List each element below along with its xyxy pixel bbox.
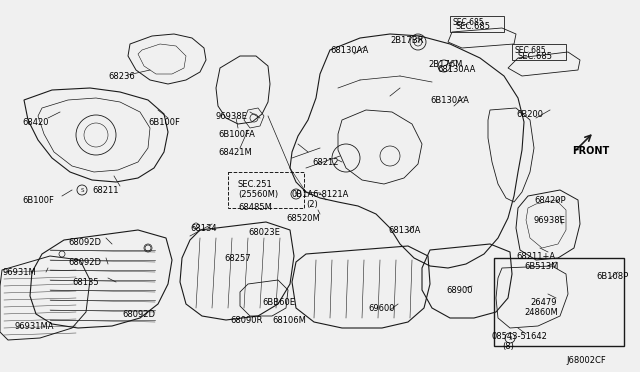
Text: S: S [80, 187, 84, 192]
Text: 68421M: 68421M [218, 148, 252, 157]
Text: 68130AA: 68130AA [330, 46, 369, 55]
Text: 68023E: 68023E [248, 228, 280, 237]
Text: 68092D: 68092D [68, 238, 101, 247]
Text: FRONT: FRONT [572, 146, 609, 156]
Text: (2): (2) [306, 200, 317, 209]
Text: 6B100FA: 6B100FA [218, 130, 255, 139]
Text: 6B100F: 6B100F [148, 118, 180, 127]
Text: 6BB60E: 6BB60E [262, 298, 295, 307]
Text: 68135: 68135 [72, 278, 99, 287]
Text: SEC.685: SEC.685 [515, 46, 547, 55]
Text: 68134: 68134 [190, 224, 216, 233]
Text: 68212: 68212 [312, 158, 339, 167]
Text: 24860M: 24860M [524, 308, 557, 317]
Text: 2B176M: 2B176M [428, 60, 462, 69]
Text: S: S [508, 336, 512, 340]
Text: 6B108P: 6B108P [596, 272, 628, 281]
Text: 96938E: 96938E [216, 112, 248, 121]
Text: SEC.685: SEC.685 [453, 18, 484, 27]
Text: 68211+A: 68211+A [516, 252, 555, 261]
Text: 68420: 68420 [22, 118, 49, 127]
Text: SEC.685: SEC.685 [456, 22, 491, 31]
Text: 6B130AA: 6B130AA [430, 96, 469, 105]
Text: 96931M: 96931M [2, 268, 36, 277]
Bar [228, 172, 304, 208]
Text: 68520M: 68520M [286, 214, 320, 223]
Text: SEC.251: SEC.251 [238, 180, 273, 189]
Text: (25560M): (25560M) [238, 190, 278, 199]
Text: (8): (8) [502, 342, 514, 351]
Text: 6B513M: 6B513M [524, 262, 558, 271]
Bar [450, 16, 504, 32]
Text: 6B200: 6B200 [516, 110, 543, 119]
Text: S: S [294, 192, 298, 196]
Text: 68900: 68900 [446, 286, 472, 295]
Text: 68092D: 68092D [68, 258, 101, 267]
Text: 08543-51642: 08543-51642 [492, 332, 548, 341]
Text: 0B1A6-8121A: 0B1A6-8121A [292, 190, 349, 199]
Text: SEC.685: SEC.685 [518, 52, 553, 61]
Text: 2B17BR: 2B17BR [390, 36, 424, 45]
Text: 68106M: 68106M [272, 316, 306, 325]
Text: 96931MA: 96931MA [14, 322, 54, 331]
Text: 69600: 69600 [368, 304, 394, 313]
Text: 96938E: 96938E [534, 216, 566, 225]
Text: 68090R: 68090R [230, 316, 262, 325]
Text: 68257: 68257 [224, 254, 251, 263]
Text: 68130AA: 68130AA [437, 65, 476, 74]
Text: 68092D: 68092D [122, 310, 155, 319]
Bar [512, 44, 566, 60]
Text: 6B100F: 6B100F [22, 196, 54, 205]
Text: J68002CF: J68002CF [566, 356, 605, 365]
Text: 68211: 68211 [92, 186, 118, 195]
Text: 68420P: 68420P [534, 196, 566, 205]
Text: 68130A: 68130A [388, 226, 420, 235]
Bar [494, 258, 624, 346]
Text: 68236: 68236 [108, 72, 135, 81]
Text: 68485M: 68485M [238, 203, 272, 212]
Text: 26479: 26479 [530, 298, 557, 307]
